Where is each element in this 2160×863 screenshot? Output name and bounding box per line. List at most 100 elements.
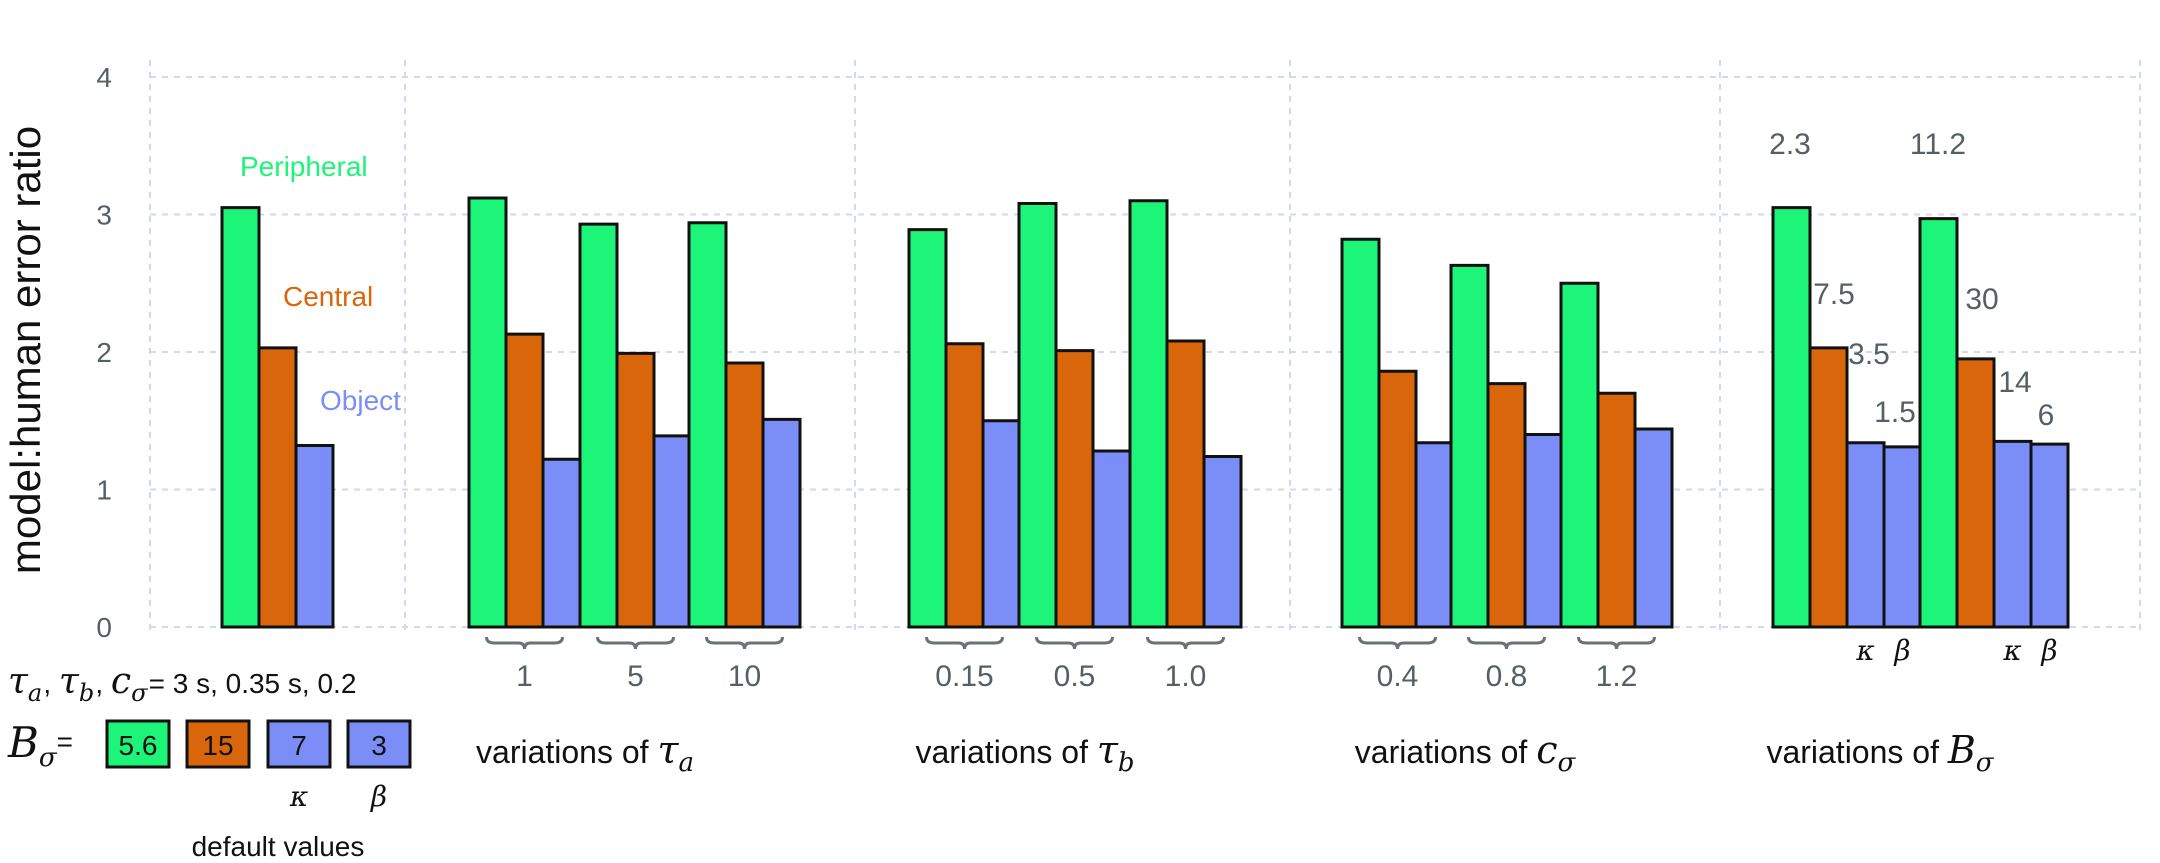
bar-value-label: 3.5	[1848, 338, 1890, 371]
bar	[1414, 441, 1455, 629]
bar-sub-label: κ	[2002, 634, 2021, 667]
bar	[1771, 206, 1812, 629]
bar	[294, 444, 335, 629]
bar	[615, 351, 656, 629]
default-box-value: 15	[202, 730, 233, 761]
default-box	[185, 719, 251, 769]
default-box	[266, 719, 332, 769]
bar	[1633, 427, 1674, 629]
legend: Peripheral Central Object	[240, 151, 401, 416]
panel-title: variations of τb	[915, 728, 1134, 778]
group-label: 1.2	[1596, 660, 1638, 693]
bar	[687, 221, 728, 629]
bar	[761, 417, 802, 629]
group-label: 5	[627, 660, 644, 693]
default-box	[346, 719, 412, 769]
bar	[1486, 382, 1527, 629]
bar	[1449, 263, 1490, 629]
bar-value-label: 11.2	[1910, 128, 1966, 161]
group-label: 10	[728, 660, 761, 693]
panel-title: variations of cσ	[1355, 728, 1577, 778]
bar-sub-label: κ	[1855, 634, 1874, 667]
bar	[907, 228, 948, 629]
bar-value-label: 1.5	[1874, 396, 1916, 429]
group-label: 1.0	[1165, 660, 1207, 693]
group-brace	[1467, 636, 1546, 650]
bar	[1091, 449, 1132, 629]
default-box-value: 3	[371, 730, 387, 761]
legend-peripheral: Peripheral	[240, 151, 368, 182]
bar	[1918, 217, 1959, 629]
bar	[1559, 281, 1600, 629]
bar-sub-label: β	[1893, 634, 1910, 667]
bar	[652, 434, 693, 629]
bar	[504, 332, 545, 629]
bar	[1882, 445, 1923, 629]
default-values-caption: default values	[192, 831, 365, 862]
bar-value-label: 14	[1998, 366, 2031, 399]
bar	[1596, 391, 1637, 629]
bar	[1340, 237, 1381, 629]
bar	[578, 222, 619, 629]
bar	[2029, 442, 2070, 629]
bar-value-label: 2.3	[1769, 128, 1811, 161]
y-tick-label: 1	[96, 475, 112, 506]
bar-value-label: 6	[2038, 399, 2055, 432]
y-tick-label: 3	[96, 200, 112, 231]
default-values-box: τa , τb , cσ = 3 s, 0.35 s, 0.2 Bσ= 5.6 15 7…	[7, 661, 412, 862]
default-box-value: 7	[291, 730, 307, 761]
y-axis-label: model:human error ratio	[2, 126, 49, 574]
bar	[1165, 339, 1206, 629]
group-label: 0.4	[1377, 660, 1419, 693]
bar	[1992, 439, 2033, 629]
y-tick-label: 2	[96, 337, 112, 368]
x-axis-labels: 1 5 10 0.15 0.5 1.0 0.4 0.8 1.2κ β κ β	[485, 634, 2058, 693]
default-box-value: 5.6	[119, 730, 158, 761]
group-brace	[1035, 636, 1114, 650]
bar	[1808, 346, 1849, 629]
bar	[1377, 369, 1418, 629]
default-box-sub: κ	[289, 780, 308, 813]
bar	[1017, 202, 1058, 629]
group-brace	[1577, 636, 1656, 650]
group-brace	[1146, 636, 1225, 650]
bar	[724, 361, 765, 629]
group-brace	[705, 636, 784, 650]
bar	[1128, 199, 1169, 629]
bar-sub-label: β	[2040, 634, 2057, 667]
group-brace	[596, 636, 675, 650]
bar	[1523, 433, 1564, 629]
bar-value-label: 30	[1965, 283, 1998, 316]
panel-title: variations of Bσ	[1766, 728, 1994, 778]
y-tick-label: 0	[96, 612, 112, 643]
default-box-sub: β	[370, 780, 387, 813]
y-tick-label: 4	[96, 62, 112, 93]
group-label: 0.15	[935, 660, 993, 693]
group-label: 0.5	[1054, 660, 1096, 693]
bar	[1202, 455, 1243, 629]
group-label: 0.8	[1486, 660, 1528, 693]
bar	[981, 419, 1022, 629]
y-axis: 0 1 2 3 4	[96, 62, 112, 643]
bar	[541, 457, 582, 629]
bar	[1054, 349, 1095, 629]
bar	[257, 346, 298, 629]
group-brace	[485, 636, 564, 650]
bar	[220, 206, 261, 629]
panel-titles: variations of τa variations of τb variatio…	[476, 728, 1995, 778]
bar	[944, 342, 985, 629]
group-brace	[1358, 636, 1437, 650]
bar	[1955, 357, 1996, 629]
bar	[467, 196, 508, 629]
legend-object: Object	[320, 385, 401, 416]
b-sigma-label: Bσ=	[7, 718, 73, 773]
bar-value-label: 7.5	[1813, 278, 1855, 311]
panel-title: variations of τa	[476, 728, 694, 778]
group-label: 1	[516, 660, 533, 693]
legend-central: Central	[283, 281, 373, 312]
default-box	[105, 719, 171, 769]
bars: 2.3 7.5 3.5 1.5 11.2 30 146	[220, 128, 2070, 629]
bar	[1845, 441, 1886, 629]
group-brace	[925, 636, 1004, 650]
